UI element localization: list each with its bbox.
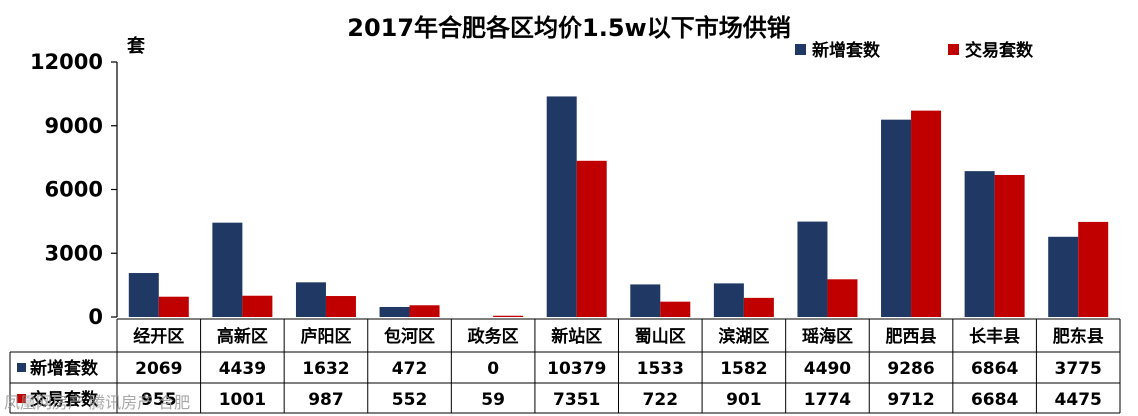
table-series-label: 交易套数 <box>30 389 99 410</box>
bar-sold-6 <box>660 301 691 317</box>
bar-new-7 <box>713 283 744 317</box>
bar-new-9 <box>881 119 912 317</box>
bar-sold-1 <box>242 295 273 317</box>
bar-new-10 <box>964 171 995 317</box>
bar-new-0 <box>128 273 159 317</box>
bar-sold-4 <box>493 315 524 317</box>
data-table: 经开区 高新区 庐阳区 包河区 政务区 新站区 蜀山区 滨湖区 瑶海区 肥西县 长丰县 肥东县新增套数… <box>9 318 1121 414</box>
bar-new-11 <box>1048 236 1079 317</box>
table-series-label: 新增套数 <box>30 358 99 379</box>
data-label: 987 <box>308 390 344 410</box>
bar-sold-5 <box>576 160 607 317</box>
data-label: 0 <box>487 359 499 379</box>
bar-sold-9 <box>911 110 942 318</box>
chart-title: 2017年合肥各区均价1.5w以下市场供销 <box>347 14 790 42</box>
bar-new-2 <box>295 282 326 317</box>
watermark: 凤凰网房产 腾讯房产 合肥 <box>4 393 190 412</box>
legend-label: 交易套数 <box>965 40 1034 61</box>
y-tick-label: 12000 <box>30 50 103 74</box>
data-label: 3775 <box>1055 359 1102 379</box>
y-tick-label: 0 <box>88 305 103 329</box>
bar-sold-8 <box>827 279 858 317</box>
data-label: 7351 <box>553 390 600 410</box>
data-label: 9712 <box>887 390 934 410</box>
data-label: 4439 <box>219 359 266 379</box>
x-category-label: 高新区 <box>217 326 268 347</box>
x-category-label: 蜀山区 <box>635 327 686 347</box>
table-series-swatch <box>17 363 26 372</box>
data-label: 9286 <box>887 359 934 379</box>
data-label: 1001 <box>219 390 266 410</box>
y-unit-label: 套 <box>127 35 145 57</box>
x-category-label: 肥东县 <box>1053 326 1104 347</box>
data-label: 4475 <box>1055 390 1102 410</box>
x-category-label: 包河区 <box>384 326 435 347</box>
data-label: 2069 <box>135 359 182 379</box>
data-label: 4490 <box>804 359 851 379</box>
data-label: 6864 <box>971 359 1018 379</box>
x-category-label: 庐阳区 <box>300 326 351 347</box>
bar-new-8 <box>797 221 828 317</box>
bars <box>128 96 1109 318</box>
bar-sold-2 <box>325 296 356 317</box>
bar-new-3 <box>379 306 410 317</box>
y-tick-label: 3000 <box>45 241 103 265</box>
legend-label: 新增套数 <box>812 40 881 61</box>
x-category-label: 新站区 <box>551 326 602 347</box>
data-label: 472 <box>392 359 428 379</box>
y-tick-label: 6000 <box>45 178 103 202</box>
legend: 新增套数 交易套数 <box>795 40 1034 61</box>
bar-new-1 <box>212 222 243 317</box>
y-tick-label: 9000 <box>45 114 103 138</box>
data-label: 6684 <box>971 390 1018 410</box>
data-label: 722 <box>643 390 679 410</box>
x-category-label: 肥西县 <box>886 327 937 347</box>
bar-sold-3 <box>409 305 440 317</box>
legend-swatch <box>948 44 959 55</box>
data-label: 1582 <box>720 359 767 379</box>
bar-sold-10 <box>994 174 1025 317</box>
x-category-label: 滨湖区 <box>718 326 769 347</box>
data-label: 1632 <box>302 359 349 379</box>
x-category-label: 长丰县 <box>969 326 1020 347</box>
x-category-label: 瑶海区 <box>802 326 853 347</box>
data-label: 1533 <box>637 359 684 379</box>
data-label: 955 <box>141 390 177 410</box>
x-category-label: 经开区 <box>133 326 184 347</box>
legend-swatch <box>795 44 806 55</box>
data-label: 59 <box>481 390 505 410</box>
x-category-label: 政务区 <box>468 326 519 347</box>
data-label: 901 <box>726 390 762 410</box>
data-label: 552 <box>392 390 428 410</box>
bar-new-5 <box>546 96 577 317</box>
bar-sold-11 <box>1078 221 1109 317</box>
data-label: 10379 <box>547 359 606 379</box>
table-series-swatch <box>17 394 26 403</box>
y-axis: 0 3000 6000 9000 12000 <box>30 50 118 329</box>
bar-sold-0 <box>158 296 189 317</box>
bar-sold-7 <box>743 297 774 317</box>
data-label: 1774 <box>804 390 851 410</box>
bar-new-6 <box>630 284 661 317</box>
